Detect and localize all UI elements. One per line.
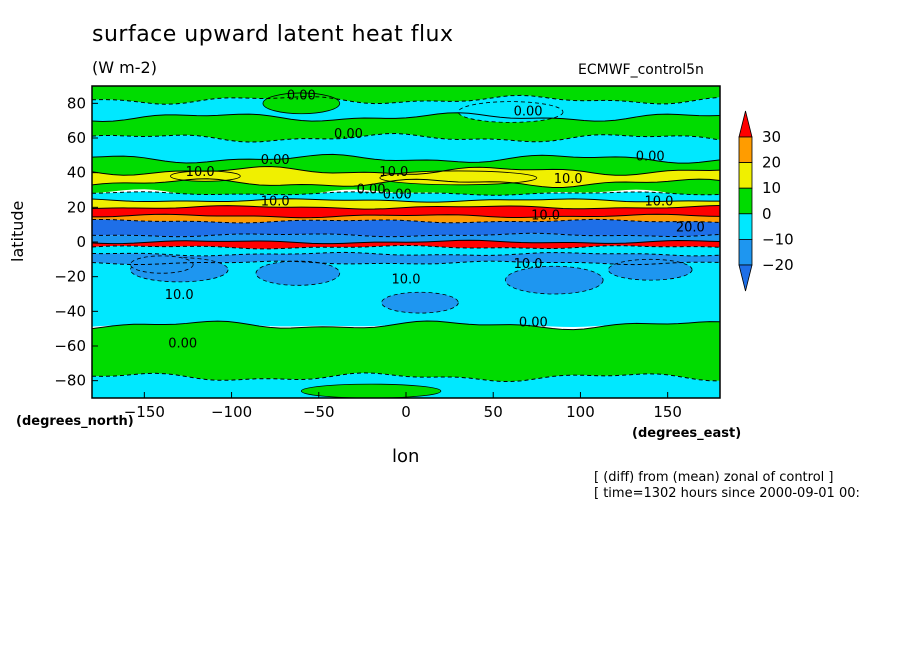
contour-line [92, 133, 720, 143]
contour-patch [255, 260, 341, 286]
x-tick-label: 150 [653, 403, 682, 421]
contour-label: 10.0 [186, 165, 215, 180]
contour-line [92, 239, 720, 245]
contour-patch [300, 383, 442, 398]
colorbar-label: −10 [762, 230, 794, 248]
y-tick-label: 60 [67, 129, 86, 147]
contour-line [92, 320, 720, 331]
footnote-time: [ time=1302 hours since 2000-09-01 00: [594, 486, 860, 501]
x-tick-label: −50 [303, 403, 335, 421]
y-tick-label: −20 [54, 268, 86, 286]
contour-patch [505, 265, 604, 295]
x-axis-units: (degrees_east) [632, 426, 742, 441]
x-axis-label: lon [392, 446, 420, 467]
colorbar-bottom-arrow [738, 264, 753, 292]
contour-label: 0.00 [514, 104, 543, 119]
contour-line [92, 178, 720, 188]
x-tick-label: 50 [484, 403, 503, 421]
contour-label: 10.0 [392, 272, 421, 287]
chart-title: surface upward latent heat flux [92, 22, 454, 47]
y-tick-label: 80 [67, 94, 86, 112]
chart-units: (W m-2) [92, 58, 157, 77]
contour-line [92, 153, 720, 164]
y-tick-label: 0 [76, 233, 86, 251]
x-tick-label: −150 [124, 403, 165, 421]
dataset-name: ECMWF_control5n [578, 62, 704, 78]
colorbar-label: 30 [762, 128, 781, 146]
contour-patch [607, 258, 693, 281]
contour-label: 0.00 [261, 153, 290, 168]
zonal-band [92, 245, 720, 256]
zonal-band [92, 133, 720, 164]
contour-label: 0.00 [334, 127, 363, 142]
zonal-band [92, 198, 720, 210]
contour-label: 20.0 [676, 220, 705, 235]
contour-patch [129, 255, 194, 274]
contour-line [92, 112, 720, 123]
colorbar-label: 10 [762, 179, 781, 197]
footnote-diff: [ (diff) from (mean) zonal of control ] [594, 470, 834, 485]
zonal-band [92, 320, 720, 382]
contour-label: 0.00 [287, 89, 316, 104]
x-tick-label: 100 [566, 403, 595, 421]
colorbar-label: 0 [762, 205, 772, 223]
zonal-band [92, 240, 720, 249]
zonal-band [92, 219, 720, 237]
zonal-band [92, 95, 720, 122]
colorbar-segment [738, 213, 753, 240]
contour-label: 0.00 [636, 149, 665, 164]
contour-line [92, 372, 720, 383]
contour-label: 10.0 [644, 194, 673, 209]
colorbar-segment [738, 136, 753, 164]
y-tick-label: −80 [54, 372, 86, 390]
colorbar-segment [738, 187, 753, 215]
contour-label: 10.0 [165, 288, 194, 303]
contour-label: 0.00 [357, 182, 386, 197]
contour-line [92, 198, 720, 203]
contour-line [92, 166, 720, 176]
colorbar-label: −20 [762, 256, 794, 274]
colorbar-segment [738, 162, 753, 189]
contour-label: 0.00 [168, 337, 197, 352]
zonal-band [92, 178, 720, 198]
contour-patch [457, 101, 564, 123]
y-tick-label: −60 [54, 337, 86, 355]
y-tick-label: −40 [54, 302, 86, 320]
zonal-band [92, 112, 720, 143]
contour-label: 10.0 [261, 194, 290, 209]
contour-patch [381, 291, 459, 314]
contour-label: 10.0 [554, 172, 583, 187]
x-tick-label: 0 [401, 403, 411, 421]
contour-label: 10.0 [514, 257, 543, 272]
zonal-band [92, 252, 720, 265]
colorbar-top-arrow [738, 110, 753, 138]
contour-label: 0.00 [383, 187, 412, 202]
contour-label: 0.00 [519, 316, 548, 331]
x-tick-label: −100 [211, 403, 252, 421]
contour-line [92, 94, 720, 105]
y-axis-units: (degrees_north) [16, 414, 134, 429]
colorbar-segment [738, 238, 753, 266]
colorbar-label: 20 [762, 154, 781, 172]
y-tick-label: 40 [67, 164, 86, 182]
y-tick-label: 20 [67, 198, 86, 216]
contour-label: 10.0 [379, 165, 408, 180]
contour-label: 10.0 [531, 208, 560, 223]
contour-line [92, 205, 720, 210]
contour-line [92, 213, 720, 219]
